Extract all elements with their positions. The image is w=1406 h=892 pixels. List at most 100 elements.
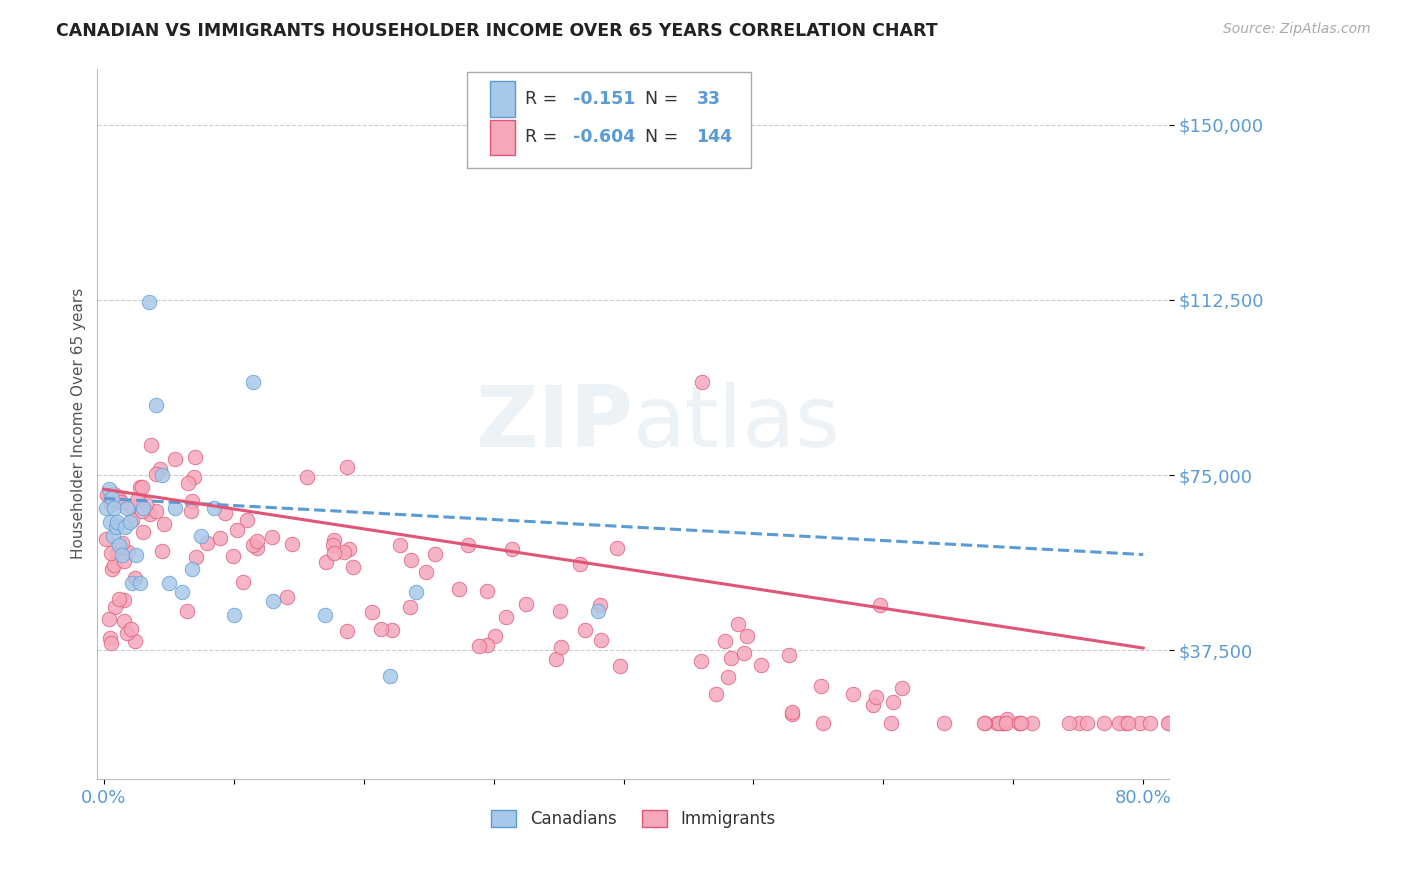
Point (336, 624, 359, 638)
Point (165, 452, 187, 467)
Point (995, 715, 1018, 730)
Point (100, 497, 122, 511)
Point (165, 500, 187, 515)
Point (475, 639, 498, 653)
Point (869, 598, 891, 612)
Point (131, 504, 153, 518)
Point (1108, 715, 1130, 730)
Point (112, 554, 135, 568)
Text: atlas: atlas (633, 382, 841, 466)
Point (208, 531, 231, 545)
Text: -0.604: -0.604 (574, 128, 636, 146)
Point (973, 715, 995, 730)
Point (515, 597, 537, 611)
Point (457, 538, 479, 552)
Point (222, 549, 245, 564)
Point (125, 492, 148, 507)
Point (157, 575, 180, 590)
Point (1139, 715, 1161, 730)
Point (103, 558, 125, 573)
Y-axis label: Householder Income Over 65 years: Householder Income Over 65 years (72, 288, 86, 559)
Point (811, 715, 834, 730)
Point (139, 507, 162, 521)
Point (118, 515, 141, 529)
Point (704, 688, 727, 702)
Point (103, 487, 125, 501)
Point (242, 538, 264, 552)
Point (98, 515, 121, 529)
Point (124, 571, 146, 585)
Point (101, 529, 124, 543)
Point (370, 622, 392, 636)
Point (118, 499, 141, 513)
Point (993, 715, 1015, 730)
Point (177, 475, 200, 490)
Point (105, 515, 128, 529)
Text: N =: N = (645, 128, 678, 146)
Point (138, 295, 160, 310)
Point (475, 584, 498, 599)
Point (862, 698, 884, 712)
Point (111, 548, 134, 562)
Point (225, 523, 247, 537)
Point (145, 504, 167, 518)
Point (1076, 715, 1098, 730)
Text: 33: 33 (696, 90, 720, 108)
Point (735, 629, 758, 643)
Point (586, 604, 609, 618)
Point (184, 549, 207, 564)
Point (246, 533, 269, 548)
Point (98, 612, 121, 626)
Point (112, 592, 135, 607)
Point (842, 687, 865, 701)
Point (548, 604, 571, 618)
Point (986, 715, 1008, 730)
Point (1175, 715, 1198, 730)
Text: 144: 144 (696, 128, 733, 146)
Point (1129, 715, 1152, 730)
Point (1092, 715, 1115, 730)
Point (934, 715, 956, 730)
Point (148, 461, 170, 475)
Point (135, 497, 157, 511)
Point (115, 625, 138, 640)
Text: R =: R = (524, 90, 557, 108)
Point (276, 590, 298, 604)
Point (145, 398, 167, 412)
Point (124, 633, 146, 648)
Point (104, 519, 127, 533)
Point (337, 541, 360, 556)
Point (103, 500, 125, 515)
Point (717, 670, 740, 684)
Point (96, 487, 118, 501)
Point (544, 652, 567, 666)
Point (98, 631, 121, 645)
Point (117, 544, 139, 558)
Point (495, 609, 517, 624)
Point (281, 537, 304, 551)
Point (190, 529, 212, 543)
Point (315, 555, 337, 569)
Point (780, 705, 803, 719)
Point (121, 575, 143, 590)
Point (150, 468, 173, 483)
Point (332, 544, 354, 558)
Point (322, 546, 344, 560)
Point (425, 547, 447, 561)
Point (336, 460, 359, 475)
Point (322, 539, 344, 553)
Point (132, 500, 155, 515)
Point (100, 635, 122, 649)
FancyBboxPatch shape (467, 72, 751, 168)
Point (322, 533, 344, 548)
Text: Source: ZipAtlas.com: Source: ZipAtlas.com (1223, 22, 1371, 37)
Point (589, 598, 612, 612)
Point (235, 514, 257, 528)
Point (150, 543, 173, 558)
FancyBboxPatch shape (489, 81, 516, 117)
Point (222, 608, 245, 623)
Point (125, 548, 148, 562)
Text: R =: R = (524, 128, 557, 146)
Point (1157, 715, 1180, 730)
Point (100, 546, 122, 560)
